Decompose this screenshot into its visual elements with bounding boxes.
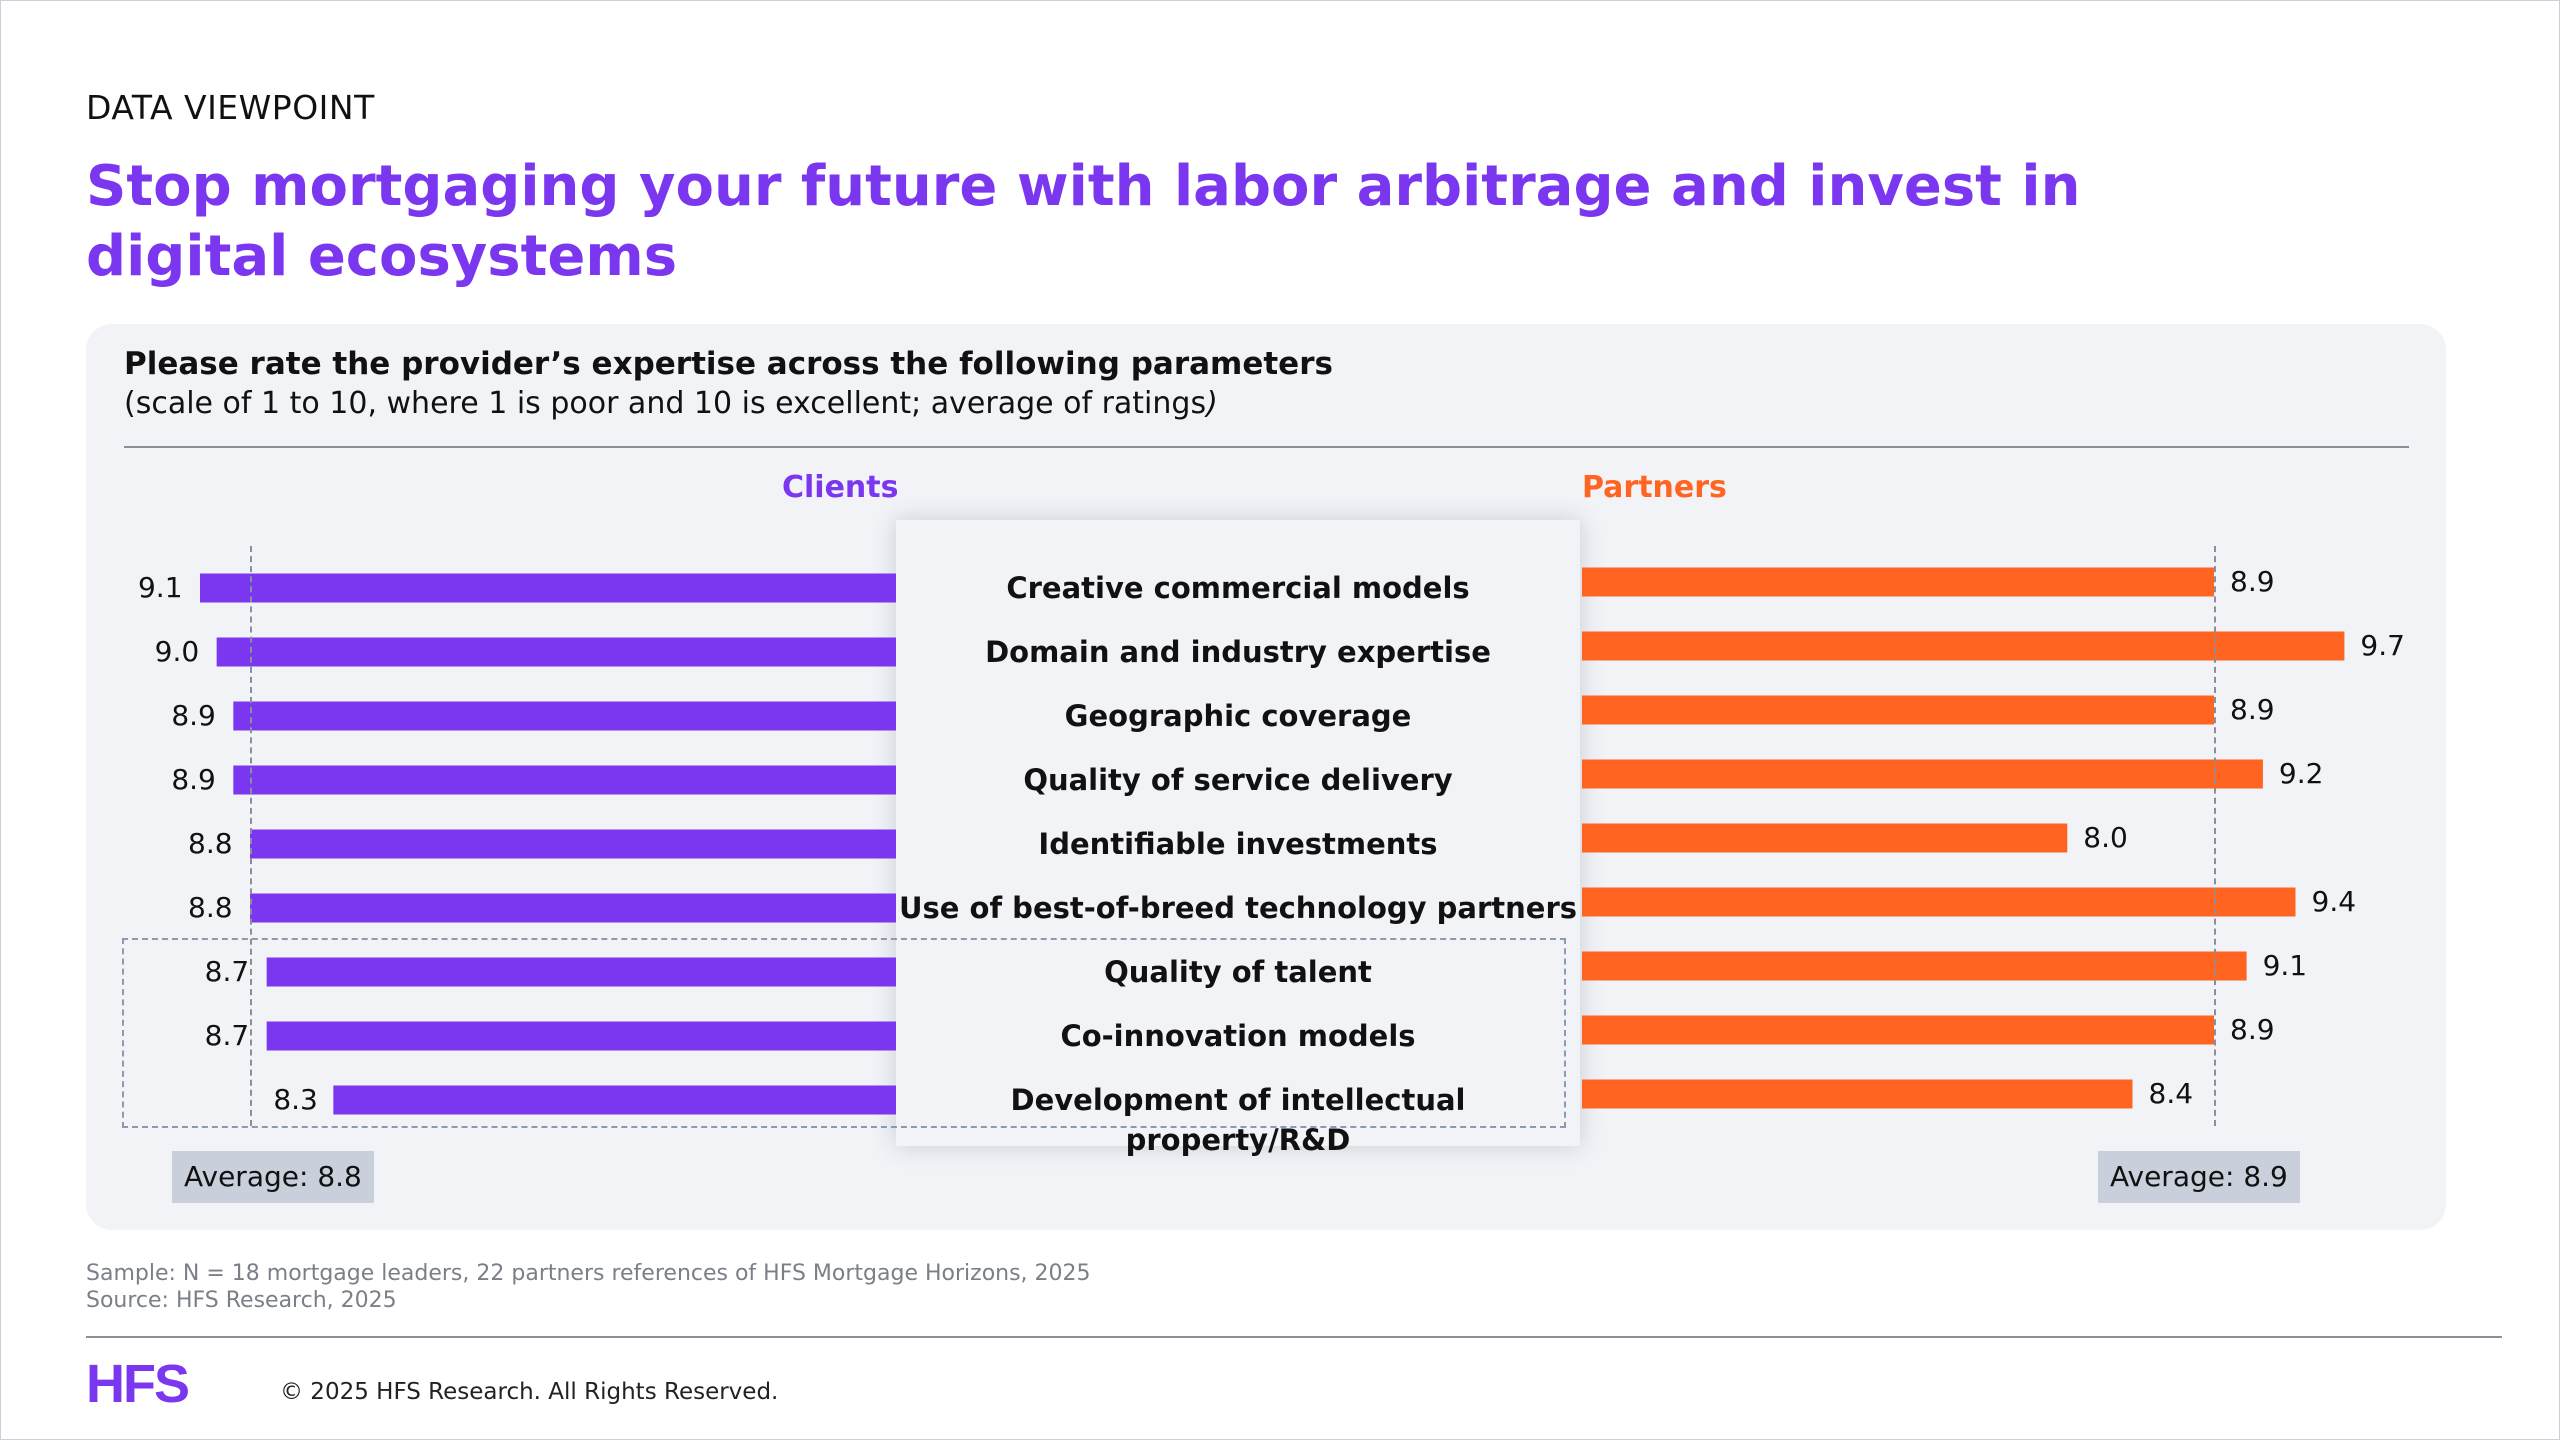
clients-value-label: 8.7 — [204, 1019, 250, 1052]
partners-bar — [1582, 1079, 2133, 1109]
partners-bar — [1582, 759, 2263, 789]
clients-bar — [266, 957, 896, 987]
clients-bar — [233, 765, 896, 795]
clients-value-label: 8.9 — [171, 699, 216, 732]
clients-average-line — [250, 546, 252, 1126]
partners-bar — [1582, 887, 2296, 917]
partners-value-label: 9.7 — [2360, 629, 2405, 662]
copyright: © 2025 HFS Research. All Rights Reserved… — [280, 1379, 779, 1405]
chart-subtitle-paren: ) — [1206, 386, 1218, 421]
category-label-column — [896, 520, 1580, 1146]
category-label: Identifiable investments — [1038, 827, 1438, 861]
clients-bar — [233, 701, 896, 731]
clients-bar — [216, 637, 896, 667]
chart-subtitle: (scale of 1 to 10, where 1 is poor and 1… — [124, 386, 1218, 421]
partners-value-label: 8.0 — [2083, 821, 2128, 854]
partners-value-label: 8.4 — [2148, 1077, 2194, 1110]
partners-bar — [1582, 631, 2345, 661]
eyebrow-label: DATA VIEWPOINT — [86, 88, 375, 127]
source-note: Source: HFS Research, 2025 — [86, 1288, 397, 1313]
partners-average-line — [2214, 546, 2216, 1126]
clients-bar — [333, 1085, 897, 1115]
category-label: Domain and industry expertise — [985, 635, 1491, 669]
svg-text:HFS: HFS — [86, 1356, 188, 1412]
page-title: Stop mortgaging your future with labor a… — [86, 154, 2081, 289]
clients-header: Clients — [782, 470, 899, 505]
category-label: Use of best-of-breed technology partners — [898, 891, 1578, 925]
chart-divider — [124, 446, 2409, 448]
partners-value-label: 8.9 — [2230, 565, 2275, 598]
partners-bar — [1582, 1015, 2214, 1045]
partners-header: Partners — [1582, 470, 1727, 505]
partners-bar — [1582, 567, 2214, 597]
clients-value-label: 8.9 — [171, 763, 216, 796]
highlight-box — [122, 938, 1566, 1128]
category-label: Geographic coverage — [1064, 699, 1412, 733]
chart-question: Please rate the provider’s expertise acr… — [124, 346, 1333, 382]
category-label: Co-innovation models — [1060, 1019, 1416, 1053]
sample-note: Sample: N = 18 mortgage leaders, 22 part… — [86, 1261, 1091, 1286]
clients-bar — [250, 829, 896, 859]
chart-subtitle-text: (scale of 1 to 10, where 1 is poor and 1… — [124, 386, 1207, 421]
clients-value-label: 8.7 — [204, 955, 250, 988]
clients-value-label: 9.1 — [137, 571, 183, 604]
footer-divider — [86, 1336, 2502, 1338]
category-label: Creative commercial models — [1006, 571, 1470, 605]
clients-value-label: 9.0 — [154, 635, 200, 668]
partners-value-label: 8.9 — [2230, 1013, 2275, 1046]
partners-value-label: 9.4 — [2311, 885, 2357, 918]
clients-bar — [266, 1021, 896, 1051]
category-label: Quality of service delivery — [1023, 763, 1453, 797]
hfs-logo: HFS — [86, 1354, 236, 1416]
clients-bar — [199, 573, 897, 603]
category-label: Quality of talent — [1104, 955, 1372, 989]
clients-value-label: 8.8 — [188, 891, 233, 924]
category-label: Development of intellectual property/R&D — [1010, 1083, 1466, 1157]
partners-value-label: 9.1 — [2262, 949, 2308, 982]
partners-bar — [1582, 951, 2247, 981]
partners-value-label: 8.9 — [2230, 693, 2275, 726]
partners-bar — [1582, 695, 2214, 725]
clients-value-label: 8.3 — [273, 1083, 318, 1116]
clients-average-badge: Average: 8.8 — [172, 1151, 374, 1203]
partners-bar — [1582, 823, 2068, 853]
clients-value-label: 8.8 — [188, 827, 233, 860]
partners-average-badge: Average: 8.9 — [2098, 1151, 2300, 1203]
partners-value-label: 9.2 — [2278, 757, 2324, 790]
clients-bar — [250, 893, 896, 923]
